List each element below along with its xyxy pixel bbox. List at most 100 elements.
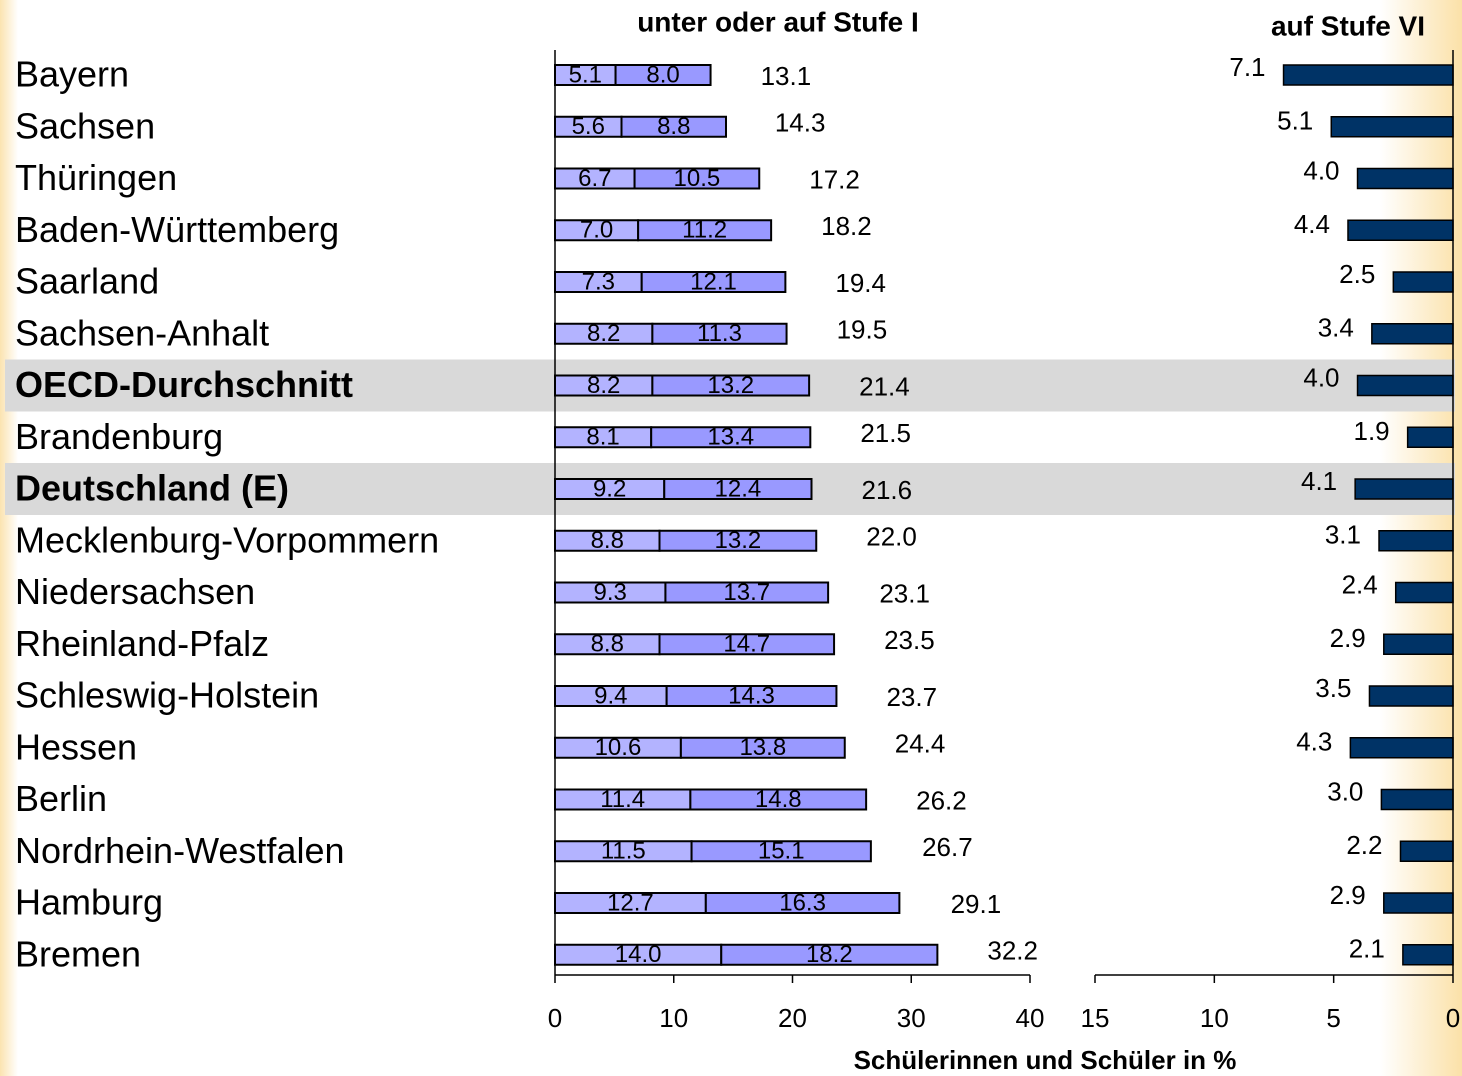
segment-label: 8.1 xyxy=(586,424,619,451)
segment-label: 10.6 xyxy=(595,734,642,761)
category-label: Schleswig-Holstein xyxy=(15,675,319,716)
category-label: Hessen xyxy=(15,726,137,767)
segment-label: 9.3 xyxy=(594,579,627,606)
x-tick-label: 10 xyxy=(1200,1003,1229,1033)
total-label: 17.2 xyxy=(809,164,860,194)
segment-label: 16.3 xyxy=(779,889,826,916)
value-label: 2.9 xyxy=(1330,880,1366,910)
category-label: Saarland xyxy=(15,261,159,302)
total-label: 22.0 xyxy=(866,522,917,552)
segment-label: 10.5 xyxy=(674,165,721,192)
segment-label: 9.4 xyxy=(594,682,627,709)
segment-label: 14.0 xyxy=(615,941,662,968)
x-tick-label: 40 xyxy=(1016,1003,1045,1033)
bar-segment xyxy=(658,633,836,656)
segment-label: 7.0 xyxy=(580,217,613,244)
category-label: Brandenburg xyxy=(15,416,223,457)
bar-segment xyxy=(651,322,788,345)
bar-segment xyxy=(704,892,901,914)
segment-label: 7.3 xyxy=(582,268,615,295)
total-label: 14.3 xyxy=(775,108,826,138)
value-label: 3.1 xyxy=(1325,520,1361,550)
bar xyxy=(1394,581,1454,604)
bar xyxy=(1347,219,1454,241)
segment-label: 13.4 xyxy=(707,424,754,451)
bar xyxy=(1399,840,1454,862)
segment-label: 13.2 xyxy=(715,527,762,554)
total-label: 19.5 xyxy=(837,315,888,345)
category-label: Deutschland (E) xyxy=(15,468,289,509)
bar xyxy=(1368,685,1454,707)
bar xyxy=(1378,530,1454,552)
x-tick-label: 15 xyxy=(1081,1003,1110,1033)
bar xyxy=(1380,788,1454,811)
right-title: auf Stufe VI xyxy=(1271,10,1425,41)
segment-label: 8.0 xyxy=(646,61,679,88)
bar xyxy=(1282,64,1454,86)
x-tick-label: 0 xyxy=(548,1003,562,1033)
total-label: 29.1 xyxy=(951,889,1002,919)
value-label: 2.1 xyxy=(1349,934,1385,964)
category-label: Hamburg xyxy=(15,882,163,923)
bar-segment xyxy=(651,374,811,397)
segment-label: 18.2 xyxy=(806,941,853,968)
bar-segment xyxy=(633,167,761,190)
category-label: OECD-Durchschnitt xyxy=(15,364,353,405)
bar-segment xyxy=(665,685,838,707)
segment-label: 13.8 xyxy=(739,734,786,761)
category-label: Sachsen xyxy=(15,105,155,146)
category-label: Bremen xyxy=(15,933,141,974)
bar xyxy=(1349,737,1454,759)
segment-label: 14.8 xyxy=(755,786,802,813)
segment-label: 5.1 xyxy=(569,61,602,88)
category-label: Mecklenburg-Vorpommern xyxy=(15,519,439,560)
value-label: 4.3 xyxy=(1296,727,1332,757)
bar xyxy=(1406,426,1454,448)
bar xyxy=(1356,374,1454,397)
total-label: 26.7 xyxy=(922,832,973,862)
bar-segment xyxy=(690,840,872,863)
x-tick-label: 30 xyxy=(897,1003,926,1033)
bar-segment xyxy=(614,64,712,86)
segment-label: 9.2 xyxy=(593,475,626,502)
value-label: 4.0 xyxy=(1303,155,1339,185)
value-label: 2.2 xyxy=(1346,830,1382,860)
segment-label: 8.8 xyxy=(657,113,690,140)
value-label: 2.9 xyxy=(1330,623,1366,653)
category-label: Bayern xyxy=(15,54,129,95)
bar xyxy=(1383,892,1454,914)
total-label: 26.2 xyxy=(916,785,967,815)
segment-label: 11.2 xyxy=(682,217,727,244)
bar-segment xyxy=(620,115,727,138)
value-label: 5.1 xyxy=(1277,106,1313,136)
value-label: 3.5 xyxy=(1315,673,1351,703)
value-label: 4.0 xyxy=(1303,362,1339,392)
segment-label: 13.7 xyxy=(723,579,770,606)
bar xyxy=(1354,478,1454,500)
category-label: Thüringen xyxy=(15,157,177,198)
bar-segment xyxy=(720,943,939,966)
segment-label: 12.4 xyxy=(715,475,762,502)
segment-label: 11.5 xyxy=(601,838,646,865)
bar-segment xyxy=(650,426,812,449)
left-title: unter oder auf Stufe I xyxy=(637,6,919,37)
bar xyxy=(1330,116,1454,138)
bar-segment xyxy=(640,271,787,293)
total-label: 23.7 xyxy=(886,682,937,712)
x-tick-label: 5 xyxy=(1326,1003,1340,1033)
category-label: Rheinland-Pfalz xyxy=(15,623,269,664)
x-tick-label: 10 xyxy=(659,1003,688,1033)
bar-segment xyxy=(637,219,773,242)
bar-segment xyxy=(689,788,868,811)
segment-label: 12.1 xyxy=(690,268,737,295)
total-label: 24.4 xyxy=(895,729,946,759)
bar-segment xyxy=(664,581,830,604)
value-label: 4.4 xyxy=(1294,209,1330,239)
bar xyxy=(1383,633,1454,655)
total-label: 23.5 xyxy=(884,625,935,655)
bar xyxy=(1402,944,1454,966)
bar-segment xyxy=(658,529,818,552)
bar xyxy=(1356,167,1454,190)
bar-segment xyxy=(663,478,813,500)
segment-label: 13.2 xyxy=(707,372,754,399)
